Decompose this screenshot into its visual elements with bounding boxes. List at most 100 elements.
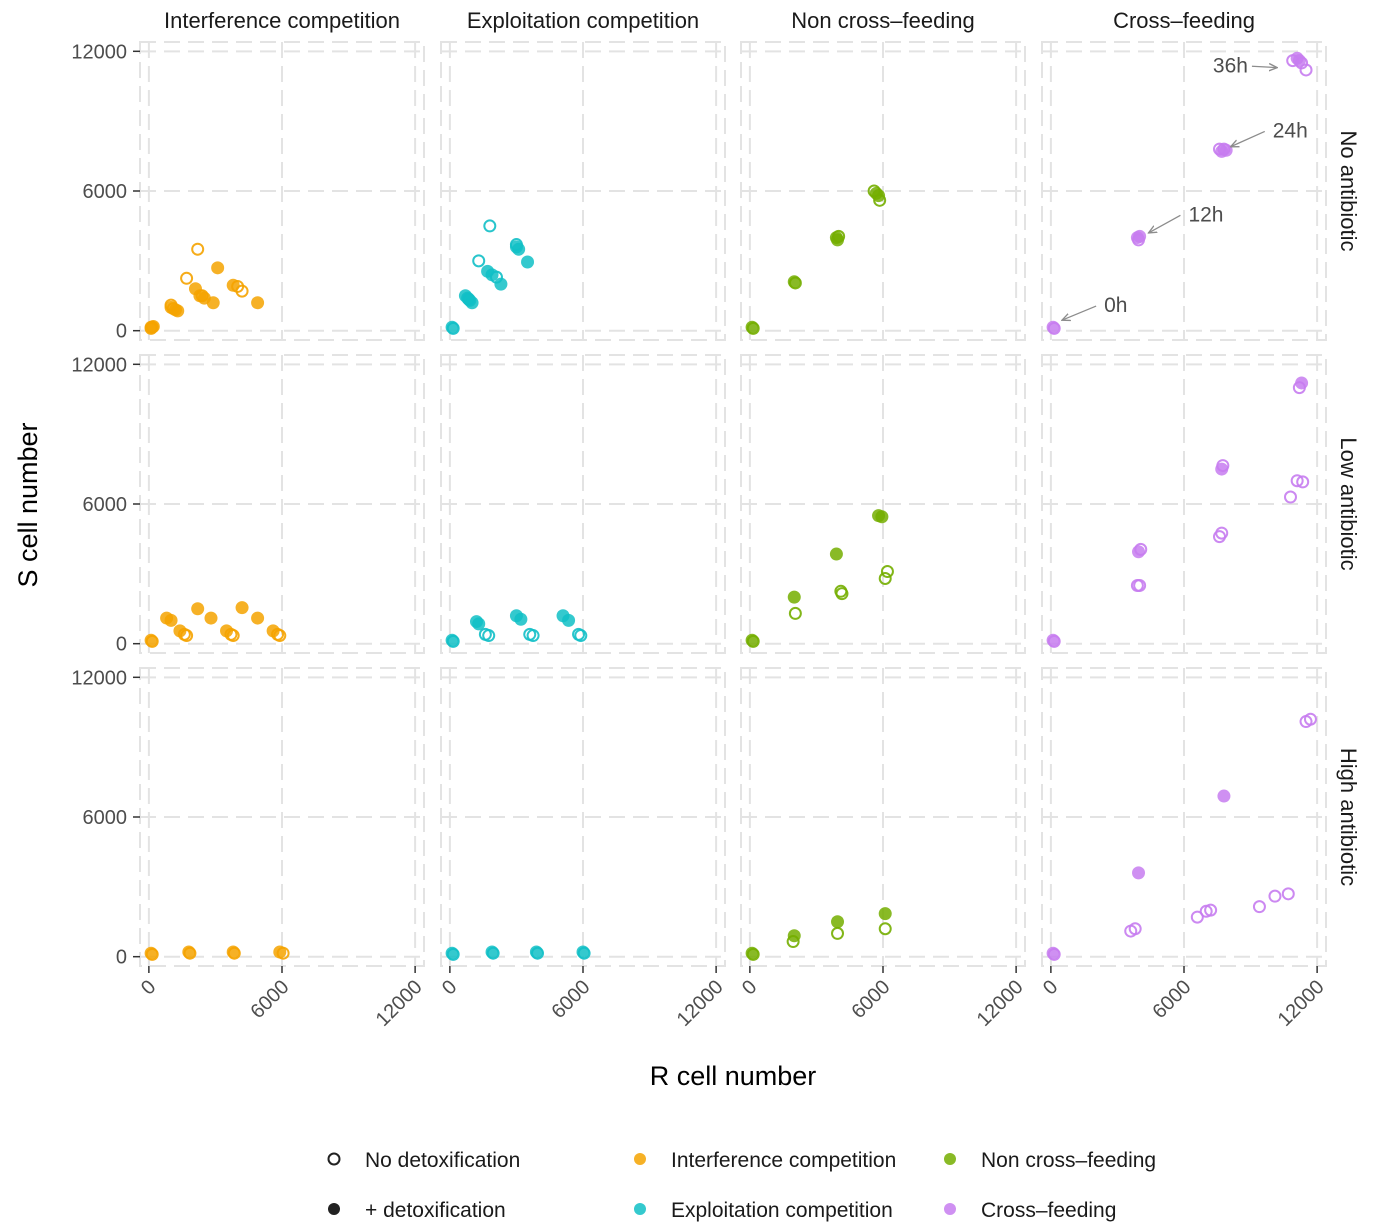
data-point-filled: [251, 611, 265, 625]
data-point-filled: [1132, 866, 1146, 880]
data-point-open: [276, 946, 290, 960]
legend-label: Cross–feeding: [981, 1199, 1116, 1222]
y-tick-label: 0: [116, 634, 127, 656]
legend-key-color: [944, 1153, 956, 1165]
points-r1-c3: [1046, 376, 1310, 648]
legend-key-color: [634, 1203, 646, 1215]
data-point-filled: [562, 613, 576, 627]
data-point-filled: [878, 907, 892, 921]
data-point-filled: [1132, 545, 1146, 559]
data-point-open: [531, 946, 545, 960]
data-point-filled: [1215, 462, 1229, 476]
panel-r2-c2: [740, 667, 1026, 967]
data-point-open: [878, 922, 892, 936]
data-point-open: [145, 634, 159, 648]
data-point-open: [446, 321, 460, 335]
x-tick-label: 6000: [548, 976, 595, 1023]
y-tick-label: 0: [116, 321, 127, 343]
y-tick-label: 6000: [83, 807, 128, 829]
annotation-arrow: [1231, 130, 1266, 146]
data-point-open: [482, 629, 496, 643]
data-point-open: [577, 946, 591, 960]
data-point-open: [1215, 526, 1229, 540]
data-point-open: [788, 606, 802, 620]
x-tick-label: 0: [137, 976, 160, 999]
data-point-open: [191, 242, 205, 256]
data-point-open: [483, 219, 497, 233]
x-tick-label: 0: [1039, 976, 1062, 999]
data-point-open: [1047, 634, 1061, 648]
x-tick-label: 12000: [1274, 976, 1329, 1031]
y-tick-label: 6000: [83, 494, 128, 516]
annotation-label: 0h: [1104, 294, 1127, 317]
data-point-open: [235, 284, 249, 298]
panel-r2-c0: [139, 667, 425, 967]
data-point-filled: [509, 240, 523, 254]
data-point-open: [831, 926, 845, 940]
data-point-filled: [831, 233, 845, 247]
points-r0-c3: [1046, 51, 1313, 335]
data-point-filled: [1219, 143, 1233, 157]
data-point-filled: [1292, 54, 1306, 68]
data-point-open: [1296, 475, 1310, 489]
data-point-open: [880, 565, 894, 579]
data-point-open: [180, 629, 194, 643]
panel-r0-c2: [740, 41, 1026, 341]
points-r2-c1: [445, 945, 591, 961]
annotation-0h: 0h: [1062, 294, 1127, 320]
y-tick-label: 12000: [71, 354, 127, 376]
data-point-open: [832, 229, 846, 243]
panel-r0-c0: [139, 41, 425, 341]
data-point-filled: [251, 296, 265, 310]
data-point-open: [835, 587, 849, 601]
data-point-open: [226, 629, 240, 643]
points-r0-c0: [144, 242, 265, 335]
data-point-filled: [164, 613, 178, 627]
y-axis-title: S cell number: [13, 422, 43, 587]
y-tick-label: 12000: [71, 41, 127, 63]
data-point-open: [1133, 578, 1147, 592]
legend-label: + detoxification: [365, 1199, 506, 1222]
data-point-filled: [514, 612, 528, 626]
data-point-open: [788, 276, 802, 290]
strip-labels: Interference competition Exploitation com…: [164, 8, 1361, 886]
data-point-open: [746, 634, 760, 648]
data-point-filled: [787, 590, 801, 604]
x-tick-label: 0: [738, 976, 761, 999]
data-point-filled: [191, 602, 205, 616]
data-point-open: [1252, 900, 1266, 914]
strip-label-column: Interference competition: [164, 8, 400, 33]
strip-label-column: Non cross–feeding: [791, 8, 974, 33]
data-point-open: [195, 289, 209, 303]
data-point-open: [1290, 474, 1304, 488]
legend-item-color: Interference competition: [634, 1149, 896, 1172]
points-r2-c2: [745, 907, 892, 961]
data-point-filled: [494, 277, 508, 291]
x-tick-label: 6000: [247, 976, 294, 1023]
panels-layer: 0h 12h 24h 36h: [139, 41, 1327, 967]
strip-label-row: High antibiotic: [1336, 748, 1361, 886]
panel-r1-c3: [1041, 354, 1327, 654]
data-point-open: [526, 629, 540, 643]
strip-label-column: Exploitation competition: [467, 8, 699, 33]
x-tick-label: 0: [438, 976, 461, 999]
legend-item-shape: + detoxification: [328, 1199, 506, 1222]
data-point-open: [183, 946, 197, 960]
data-point-open: [180, 271, 194, 285]
data-point-open: [472, 254, 486, 268]
y-tick-label: 6000: [83, 181, 128, 203]
data-point-open: [1268, 889, 1282, 903]
data-point-open: [1128, 922, 1142, 936]
panel-r0-c3: [1041, 41, 1327, 341]
panel-r2-c3: [1041, 667, 1327, 967]
data-point-open: [786, 935, 800, 949]
legend-item-color: Non cross–feeding: [944, 1149, 1156, 1172]
panel-r1-c0: [139, 354, 425, 654]
points-r1-c1: [445, 609, 588, 648]
data-point-open: [1047, 321, 1061, 335]
data-point-filled: [211, 261, 225, 275]
data-point-open: [486, 946, 500, 960]
legend-item-color: Cross–feeding: [944, 1199, 1116, 1222]
annotation-24h: 24h: [1231, 119, 1308, 146]
legend-label: Non cross–feeding: [981, 1149, 1156, 1172]
